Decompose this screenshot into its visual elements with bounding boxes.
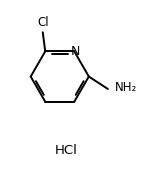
Text: N: N bbox=[70, 45, 80, 58]
Text: NH₂: NH₂ bbox=[115, 81, 137, 94]
Text: Cl: Cl bbox=[37, 16, 49, 29]
Text: HCl: HCl bbox=[55, 144, 78, 157]
